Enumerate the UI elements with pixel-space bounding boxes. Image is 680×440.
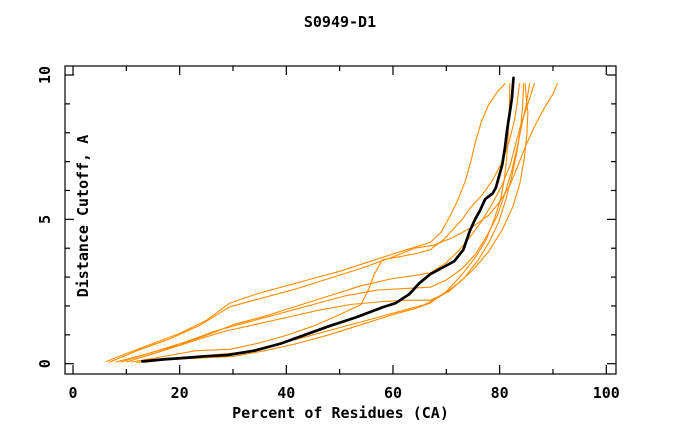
y-tick-label: 5 [36, 215, 54, 224]
curve-model-7 [136, 83, 511, 363]
curve-model-3 [115, 83, 535, 363]
curve-model-5 [125, 83, 525, 363]
x-tick-label: 40 [277, 384, 295, 402]
curve-model-2 [108, 83, 558, 363]
y-tick-label: 0 [36, 359, 54, 368]
curve-model-1 [106, 83, 506, 362]
x-axis-title: Percent of Residues (CA) [232, 404, 449, 422]
x-tick-label: 80 [491, 384, 509, 402]
x-tick-label: 20 [171, 384, 189, 402]
x-tick-label: 100 [593, 384, 620, 402]
curve-model-4 [120, 83, 531, 363]
chart-title: S0949-D1 [303, 13, 377, 31]
curve-model-8 [144, 83, 529, 363]
curve-model-6 [131, 83, 520, 363]
curve-highlighted-model [140, 76, 515, 363]
x-tick-label: 0 [68, 384, 77, 402]
x-tick-label: 60 [384, 384, 402, 402]
plot-frame [64, 65, 617, 375]
y-tick-label: 10 [36, 66, 54, 84]
